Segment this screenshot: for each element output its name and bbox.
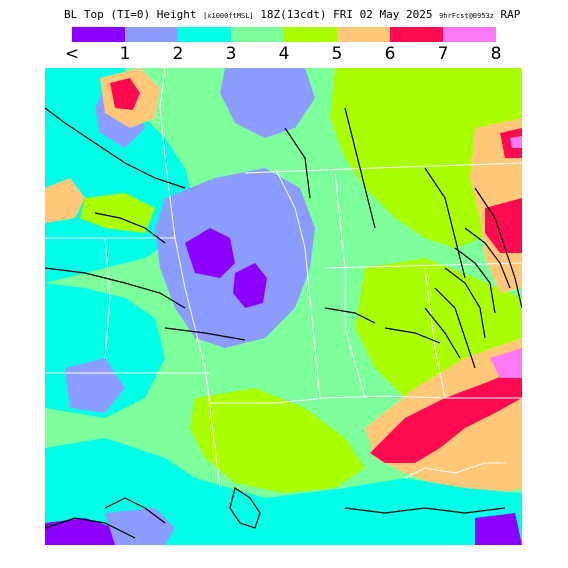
field-purple-central-2 [233,263,267,308]
field-red-east [485,198,522,253]
legend-swatch-8 [443,27,496,42]
legend-tick: 5 [331,44,343,64]
field-periwinkle-north [220,68,315,138]
legend-tick-labels: < 1 2 3 4 5 6 7 8 [0,44,568,64]
contour-lines [45,107,522,539]
field-red-nw [110,78,140,110]
legend-swatch-6 [337,27,390,42]
legend-swatch-7 [390,27,443,42]
field-orange-west [45,178,85,223]
legend-swatch-1 [72,27,125,42]
forecast-map [45,68,522,545]
legend-tick: 7 [437,44,449,64]
field-pink-east [510,136,522,148]
legend-tick: 8 [490,44,502,64]
field-purple-central [185,228,235,278]
legend-tick: 4 [278,44,290,64]
legend-swatch-2 [125,27,178,42]
legend-tick: < [64,44,80,64]
field-purple-gulf-1 [475,513,522,545]
field-lime-west [80,193,155,233]
legend-swatch-3 [178,27,231,42]
title-forecast: 9hrFcst@0953z [439,12,494,20]
field-purple-gulf-2 [45,518,125,545]
field-red-se [370,368,522,463]
title-main: BL Top (TI=0) Height [64,8,197,21]
map-title: BL Top (TI=0) Height [x1000ftMSL] 18Z(13… [64,8,520,22]
color-legend [72,27,496,42]
field-periwinkle-sw [65,358,125,413]
field-lime-south [190,388,365,493]
legend-swatch-5 [284,27,337,42]
title-units: [x1000ftMSL] [203,12,254,20]
title-model: RAP [500,8,521,21]
field-periwinkle-central [155,168,315,348]
state-borders [45,68,522,489]
legend-tick: 1 [119,44,131,64]
title-time: 18Z(13cdt) FRI 02 May 2025 [260,8,433,21]
legend-tick: 3 [225,44,237,64]
legend-tick: 2 [172,44,184,64]
legend-swatch-4 [231,27,284,42]
legend-tick: 6 [384,44,396,64]
field-lime-ne [330,68,522,248]
field-pink-se [490,348,522,378]
